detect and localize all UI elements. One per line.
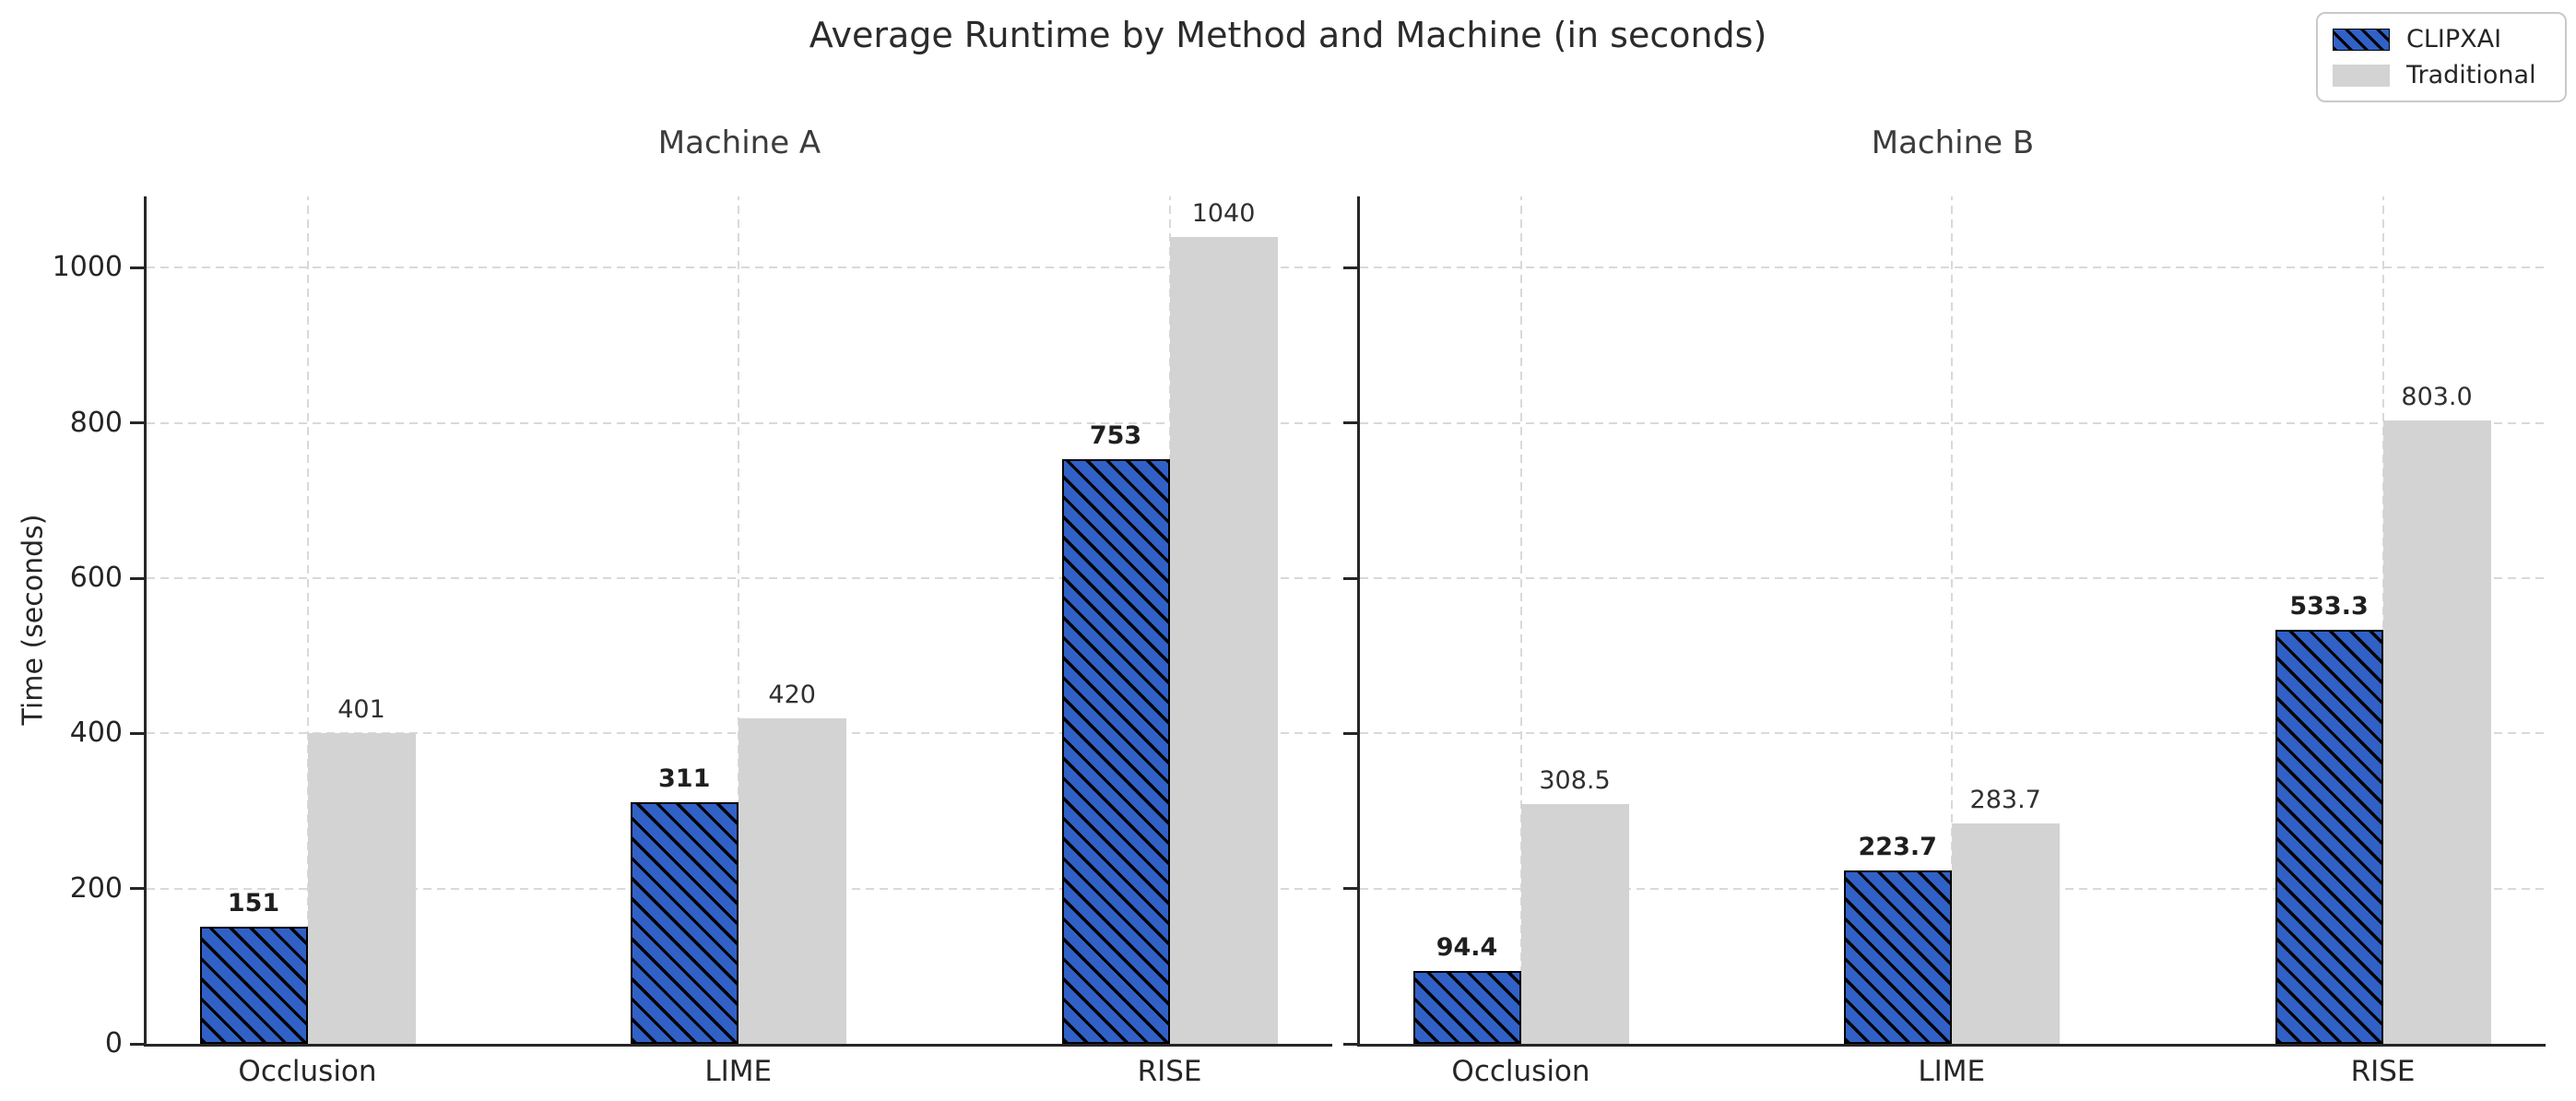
legend-entry-clipxai: CLIPXAI: [2333, 25, 2550, 53]
y-tick-label: 800: [69, 406, 123, 439]
x-tick-label-rise: RISE: [2350, 1055, 2416, 1088]
bar-machine-a-occlusion-clipxai: [199, 926, 308, 1044]
x-tick-label-lime: LIME: [1918, 1055, 1986, 1088]
bar-machine-a-lime-clipxai: [630, 802, 739, 1044]
y-tick-mark: [1343, 1042, 1357, 1046]
bar-machine-a-occlusion-traditional: [307, 732, 416, 1044]
horizontal-gridline: [1360, 577, 2546, 580]
y-tick-mark: [1343, 731, 1357, 735]
bar-machine-a-rise-traditional: [1169, 236, 1278, 1044]
y-axis-spine: [1357, 196, 1360, 1044]
legend-label: CLIPXAI: [2406, 25, 2502, 53]
legend: CLIPXAI Traditional: [2316, 12, 2567, 102]
horizontal-gridline: [1360, 266, 2546, 269]
y-axis-spine: [144, 196, 147, 1044]
y-tick-mark: [1343, 576, 1357, 580]
bar-value-label: 94.4: [1436, 932, 1498, 962]
bar-machine-b-occlusion-traditional: [1520, 804, 1629, 1044]
bar-value-label: 753: [1089, 421, 1142, 451]
legend-label: Traditional: [2406, 61, 2536, 89]
subplot-title-machine-b: Machine B: [1871, 124, 2035, 161]
bar-machine-b-occlusion-clipxai: [1412, 970, 1521, 1044]
bar-machine-a-lime-traditional: [738, 717, 846, 1044]
y-tick-mark: [130, 887, 144, 891]
y-tick-mark: [130, 421, 144, 425]
bar-machine-b-lime-clipxai: [1843, 870, 1952, 1044]
y-axis-label: Time (seconds): [17, 514, 50, 726]
bar-value-label: 311: [658, 764, 711, 794]
vertical-gridline: [306, 196, 309, 1044]
vertical-gridline: [1519, 196, 1522, 1044]
y-tick-label: 0: [104, 1027, 123, 1060]
bar-value-label: 803.0: [2401, 383, 2473, 412]
y-tick-label: 600: [69, 562, 123, 595]
bar-value-label: 151: [227, 888, 280, 918]
legend-entry-traditional: Traditional: [2333, 61, 2550, 89]
x-tick-label-occlusion: Occlusion: [1451, 1055, 1590, 1088]
y-tick-mark: [130, 266, 144, 269]
bar-value-label: 223.7: [1858, 832, 1937, 861]
x-tick-label-rise: RISE: [1137, 1055, 1202, 1088]
y-tick-mark: [130, 731, 144, 735]
horizontal-gridline: [1360, 421, 2546, 424]
chart-title: Average Runtime by Method and Machine (i…: [809, 15, 1767, 55]
y-tick-mark: [1343, 887, 1357, 891]
bar-machine-b-rise-traditional: [2382, 420, 2491, 1044]
y-tick-mark: [1343, 266, 1357, 269]
bar-value-label: 420: [768, 680, 816, 709]
bar-machine-b-lime-traditional: [1951, 823, 2060, 1044]
horizontal-gridline: [147, 266, 1332, 269]
bar-machine-b-rise-clipxai: [2275, 630, 2383, 1044]
subplot-title-machine-a: Machine A: [657, 124, 821, 161]
y-tick-mark: [130, 576, 144, 580]
horizontal-gridline: [147, 577, 1332, 580]
traditional-swatch-icon: [2333, 64, 2390, 87]
horizontal-gridline: [1360, 732, 2546, 735]
vertical-gridline: [1950, 196, 1953, 1044]
x-axis-spine: [1357, 1043, 2546, 1047]
x-tick-label-occlusion: Occlusion: [238, 1055, 377, 1088]
y-tick-mark: [130, 1042, 144, 1046]
horizontal-gridline: [147, 421, 1332, 424]
y-tick-label: 400: [69, 716, 123, 750]
machine-a-axes: Machine A 0 200 400 600 800 1000 151 401 Occlusio…: [53, 124, 1332, 1088]
clipxai-swatch-icon: [2333, 28, 2390, 51]
machine-b-axes: Machine B 94.4 308.5 Occlusion 223.7 283.7 LIM…: [1343, 124, 2546, 1088]
vertical-gridline: [737, 196, 739, 1044]
y-tick-label: 1000: [52, 251, 123, 284]
y-tick-label: 200: [69, 871, 123, 905]
bar-value-label: 283.7: [1969, 786, 2041, 815]
bar-value-label: 533.3: [2289, 592, 2369, 622]
bar-machine-a-rise-clipxai: [1061, 459, 1170, 1044]
x-tick-label-lime: LIME: [704, 1055, 773, 1088]
bar-value-label: 308.5: [1539, 766, 1611, 796]
x-axis-spine: [144, 1043, 1332, 1047]
bar-value-label: 401: [337, 694, 385, 724]
bar-value-label: 1040: [1191, 198, 1256, 228]
y-tick-mark: [1343, 421, 1357, 425]
